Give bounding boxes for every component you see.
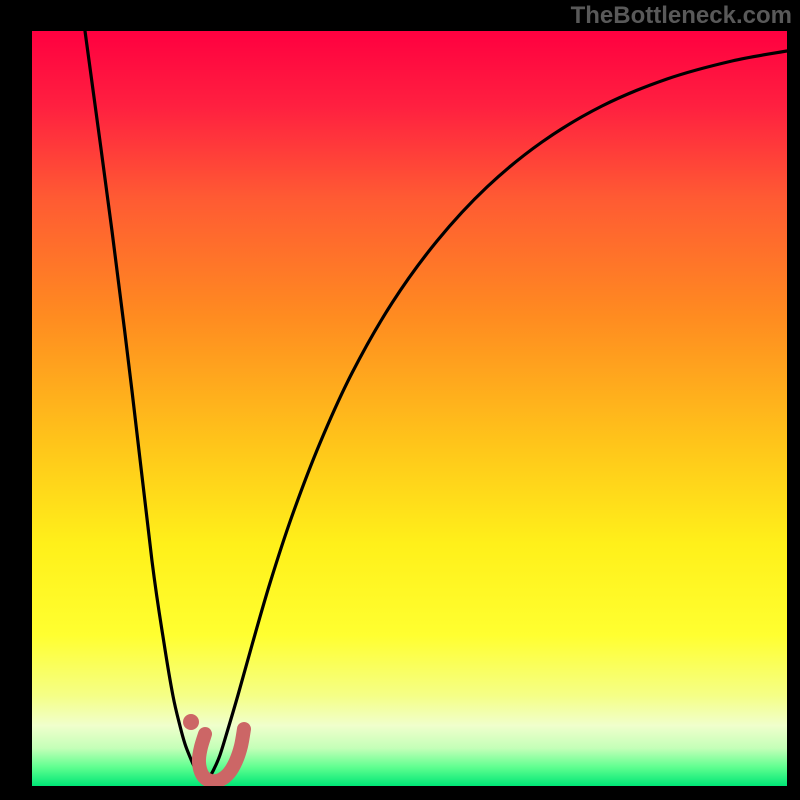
marker-overlay: [32, 31, 787, 786]
plot-area: [32, 31, 787, 786]
chart-container: TheBottleneck.com: [0, 0, 800, 800]
watermark-text: TheBottleneck.com: [571, 2, 792, 30]
